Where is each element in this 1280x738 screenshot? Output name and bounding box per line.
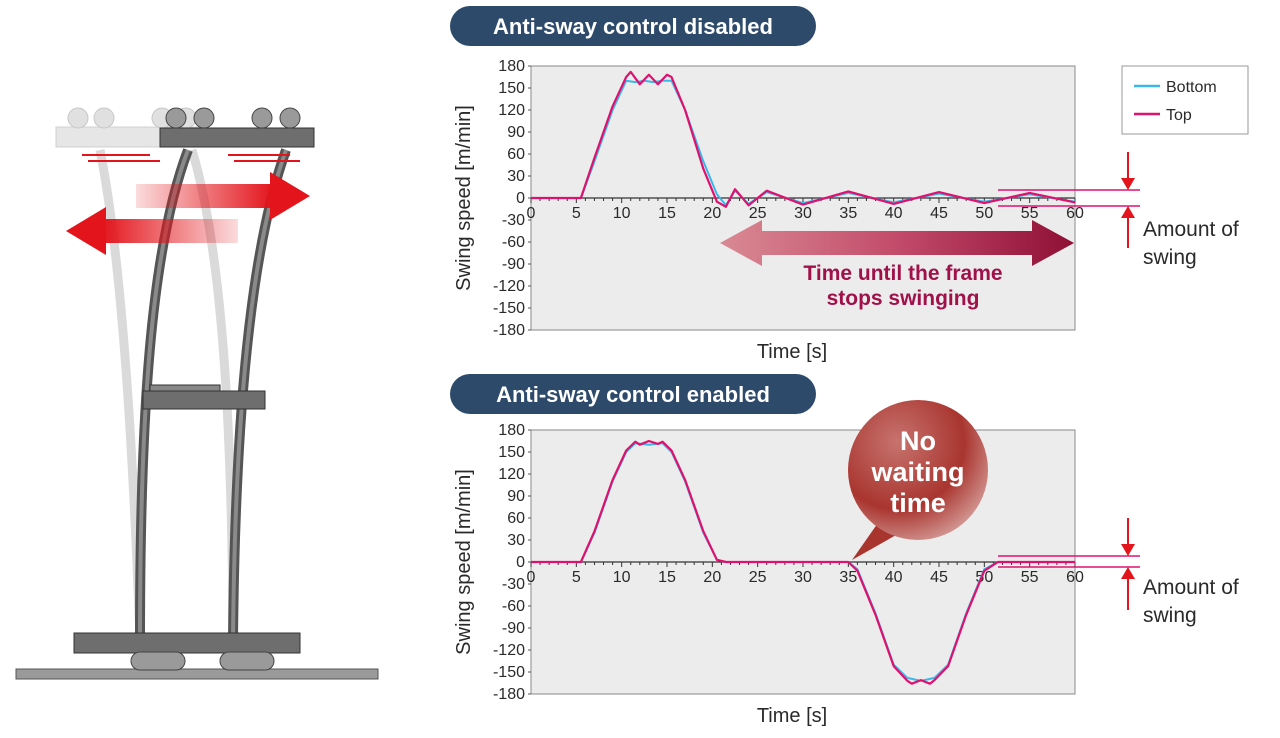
y-tick-label: -150 — [493, 300, 525, 317]
x-tick-label: 5 — [572, 205, 581, 222]
amount-label-line1: Amount of — [1143, 576, 1239, 599]
sway-right-arrow — [136, 172, 310, 220]
x-tick-label: 30 — [794, 205, 812, 222]
x-tick-label: 55 — [1021, 205, 1039, 222]
chart-disabled: Anti-sway control disabled 1801501209060… — [450, 6, 1249, 363]
amount-of-swing-annotation: Amount of swing — [998, 152, 1239, 269]
x-tick-label: 55 — [1021, 569, 1039, 586]
badge-disabled-text: Anti-sway control disabled — [493, 14, 773, 39]
x-tick-label: 30 — [794, 569, 812, 586]
x-tick-label: 45 — [930, 205, 948, 222]
no-waiting-time-bubble: No waiting time — [848, 400, 988, 560]
middle-platform — [142, 390, 266, 410]
y-tick-label: 120 — [498, 102, 525, 119]
y-tick-label: -180 — [493, 686, 525, 703]
x-tick-label: 25 — [749, 569, 767, 586]
ground-rail — [15, 668, 379, 680]
base-carriage — [73, 632, 301, 654]
x-tick-label: 10 — [613, 569, 631, 586]
top-carriage — [159, 127, 315, 148]
legend-top: Top — [1166, 107, 1192, 124]
legend: Bottom Top — [1121, 65, 1249, 135]
x-tick-label: 60 — [1066, 205, 1084, 222]
y-tick-label: 180 — [498, 422, 525, 439]
settling-caption-line1: Time until the frame — [803, 262, 1002, 285]
y-axis-title: Swing speed [m/min] — [453, 469, 475, 655]
y-axis-title: Swing speed [m/min] — [453, 105, 475, 291]
amount-label-line2: swing — [1143, 604, 1197, 627]
sway-marks — [82, 154, 300, 162]
y-tick-label: 0 — [516, 554, 525, 571]
series-line-top — [531, 70, 1076, 208]
x-tick-label: 0 — [527, 205, 536, 222]
x-tick-label: 40 — [885, 205, 903, 222]
y-tick-label: 60 — [507, 146, 525, 163]
series-lines — [531, 439, 1075, 685]
badge-enabled-text: Anti-sway control enabled — [496, 382, 770, 407]
y-tick-label: 150 — [498, 80, 525, 97]
y-tick-label: 0 — [516, 190, 525, 207]
chart-enabled: Anti-sway control enabled 18015012090603… — [450, 374, 1239, 727]
x-tick-label: 5 — [572, 569, 581, 586]
y-tick-label: 90 — [507, 488, 525, 505]
x-tick-label: 10 — [613, 205, 631, 222]
legend-bottom: Bottom — [1166, 79, 1217, 96]
x-tick-label: 40 — [885, 569, 903, 586]
top-wheel — [165, 107, 187, 129]
sway-left-arrow — [66, 207, 238, 255]
x-tick-labels: 0 5 10 15 20 25 30 35 40 45 50 55 60 — [527, 569, 1084, 586]
y-tick-label: -150 — [493, 664, 525, 681]
x-tick-label: 35 — [839, 569, 857, 586]
amount-label-line1: Amount of — [1143, 218, 1239, 241]
bubble-line2: waiting — [871, 457, 965, 487]
y-tick-label: -60 — [502, 234, 525, 251]
y-tick-label: -30 — [502, 576, 525, 593]
y-tick-label: 150 — [498, 444, 525, 461]
bubble-line3: time — [890, 488, 946, 518]
y-tick-label: 180 — [498, 58, 525, 75]
y-tick-labels: 180 150 120 90 60 30 0 -30 -60 -90 -120 -150 -180 — [493, 422, 531, 703]
amount-label-line2: swing — [1143, 246, 1197, 269]
x-tick-label: 15 — [658, 569, 676, 586]
x-axis-title: Time [s] — [757, 705, 827, 727]
base-wheel — [130, 651, 186, 671]
x-tick-label: 20 — [703, 205, 721, 222]
y-tick-label: 60 — [507, 510, 525, 527]
series-lines — [531, 70, 1076, 208]
y-tick-label: 30 — [507, 532, 525, 549]
crane-illustration — [15, 107, 379, 680]
y-tick-labels: 180 150 120 90 60 30 0 -30 -60 -90 -120 -150 -180 — [493, 58, 531, 339]
settling-caption-line2: stops swinging — [827, 287, 980, 310]
amount-of-swing-annotation: Amount of swing — [998, 518, 1239, 627]
x-tick-label: 20 — [703, 569, 721, 586]
y-tick-label: 90 — [507, 124, 525, 141]
x-tick-label: 60 — [1066, 569, 1084, 586]
x-tick-label: 15 — [658, 205, 676, 222]
bubble-line1: No — [900, 426, 936, 456]
y-tick-label: -180 — [493, 322, 525, 339]
x-tick-label: 25 — [749, 205, 767, 222]
badge-disabled: Anti-sway control disabled — [450, 6, 816, 46]
y-tick-label: -120 — [493, 278, 525, 295]
x-tick-label: 50 — [975, 205, 993, 222]
x-tick-labels: 0 5 10 15 20 25 30 35 40 45 50 55 60 — [527, 205, 1084, 222]
x-tick-label: 45 — [930, 569, 948, 586]
y-tick-label: -90 — [502, 620, 525, 637]
y-tick-label: -30 — [502, 212, 525, 229]
x-axis-title: Time [s] — [757, 341, 827, 363]
badge-enabled: Anti-sway control enabled — [450, 374, 816, 414]
y-tick-label: -90 — [502, 256, 525, 273]
x-tick-label: 0 — [527, 569, 536, 586]
x-tick-label: 35 — [839, 205, 857, 222]
y-tick-label: 120 — [498, 466, 525, 483]
series-line-top — [531, 439, 1075, 685]
y-tick-label: -60 — [502, 598, 525, 615]
y-tick-label: 30 — [507, 168, 525, 185]
settling-time-arrow: Time until the frame stops swinging — [720, 220, 1074, 310]
y-tick-label: -120 — [493, 642, 525, 659]
